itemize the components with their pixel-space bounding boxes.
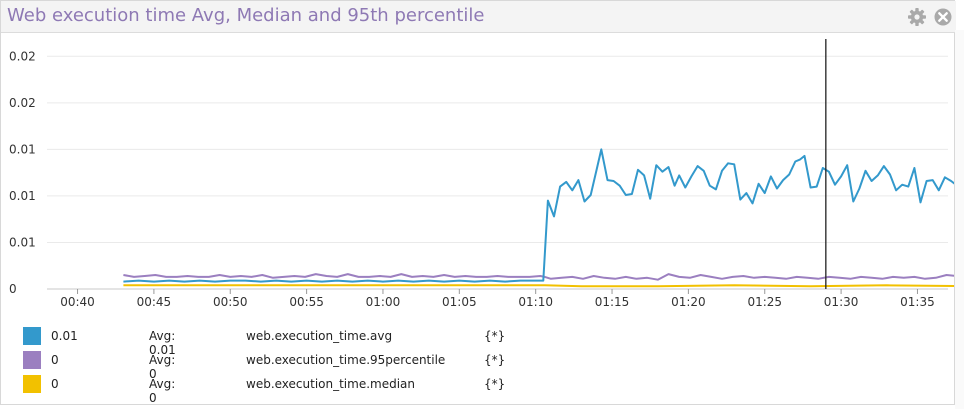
- chart-series: [123, 148, 954, 288]
- legend-metric-name: web.execution_time.median: [246, 377, 416, 391]
- x-axis: 00:40 00:45 00:50 00:55 01:00 01:05 01:10 01:15…: [60, 289, 935, 309]
- x-tick-label: 00:50: [213, 295, 248, 309]
- x-tick-label: 01:35: [900, 295, 935, 309]
- legend-scope: {*}: [484, 377, 506, 391]
- legend-swatch-95percentile: [23, 351, 41, 369]
- x-tick-label: 01:10: [518, 295, 553, 309]
- legend-scope: {*}: [484, 353, 506, 367]
- chart-grid: [47, 55, 948, 290]
- x-tick-label: 01:00: [366, 295, 401, 309]
- x-tick-label: 01:20: [671, 295, 706, 309]
- legend-average: Avg: 0.01: [149, 329, 176, 357]
- x-tick-label: 01:15: [595, 295, 630, 309]
- x-tick-label: 01:25: [747, 295, 782, 309]
- x-tick-label: 00:55: [289, 295, 324, 309]
- legend-average: Avg: 0: [149, 353, 176, 381]
- series-line-web-execution-time-95percentile: [123, 273, 954, 281]
- legend-current-value: 0: [51, 353, 59, 367]
- legend-average: Avg: 0: [149, 377, 176, 405]
- y-tick-label: 0.02: [9, 49, 36, 63]
- y-tick-label: 0.02: [9, 96, 36, 110]
- y-tick-label: 0.01: [9, 142, 36, 156]
- close-icon[interactable]: [933, 7, 953, 27]
- x-tick-label: 01:05: [442, 295, 477, 309]
- legend-metric-name: web.execution_time.avg: [246, 329, 393, 343]
- legend-swatch-median: [23, 375, 41, 393]
- timeseries-chart: 00.010.010.010.020.02 00:40 00:45 00:50 00:…: [9, 39, 954, 309]
- legend-current-value: 0: [51, 377, 59, 391]
- y-tick-label: 0: [9, 282, 17, 296]
- x-tick-label: 00:45: [137, 295, 172, 309]
- y-axis: 0 0.01 0.01 0.01 0.02 0.02: [9, 49, 36, 296]
- series-line-web-execution-time-median: [123, 284, 954, 288]
- gear-icon[interactable]: [907, 7, 927, 27]
- x-tick-label: 01:30: [824, 295, 859, 309]
- legend-current-value: 0.01: [51, 329, 78, 343]
- legend-metric-name: web.execution_time.95percentile: [246, 353, 446, 367]
- legend-swatch-avg: [23, 327, 41, 345]
- legend-scope: {*}: [484, 329, 506, 343]
- scroll-edge: [955, 30, 964, 409]
- x-tick-label: 00:40: [60, 295, 95, 309]
- widget-header: Web execution time Avg, Median and 95th …: [1, 1, 956, 33]
- y-tick-label: 0.01: [9, 235, 36, 249]
- widget-title: Web execution time Avg, Median and 95th …: [7, 5, 485, 26]
- y-tick-label: 0.01: [9, 189, 36, 203]
- series-line-web-execution-time-avg: [123, 148, 954, 283]
